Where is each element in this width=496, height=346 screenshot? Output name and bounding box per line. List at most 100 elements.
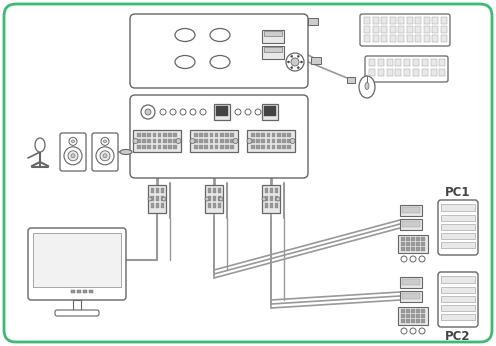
Bar: [153, 145, 156, 149]
Bar: [407, 35, 413, 42]
Bar: [440, 17, 446, 24]
Bar: [347, 77, 355, 83]
Bar: [439, 59, 445, 66]
Bar: [411, 309, 415, 312]
Bar: [161, 195, 164, 200]
Circle shape: [291, 58, 299, 66]
Text: PC1: PC1: [445, 185, 471, 199]
Bar: [274, 203, 278, 208]
Bar: [398, 235, 428, 253]
Bar: [400, 277, 422, 288]
Circle shape: [291, 55, 293, 57]
Circle shape: [170, 109, 176, 115]
Bar: [212, 203, 216, 208]
Bar: [441, 296, 475, 302]
Bar: [432, 17, 438, 24]
Bar: [432, 26, 438, 33]
Ellipse shape: [210, 55, 230, 69]
Bar: [401, 237, 405, 240]
Bar: [407, 26, 413, 33]
Bar: [441, 224, 475, 230]
Bar: [416, 242, 420, 246]
Bar: [212, 195, 216, 200]
Bar: [137, 133, 140, 137]
Bar: [386, 59, 393, 66]
Bar: [406, 247, 410, 251]
Circle shape: [233, 138, 238, 144]
Bar: [199, 139, 203, 143]
Bar: [137, 139, 140, 143]
Circle shape: [145, 109, 151, 115]
Circle shape: [255, 109, 261, 115]
Bar: [400, 219, 422, 230]
Bar: [267, 133, 270, 137]
Circle shape: [297, 55, 299, 57]
Bar: [389, 35, 395, 42]
Ellipse shape: [365, 82, 369, 90]
Bar: [411, 242, 415, 246]
Bar: [402, 221, 420, 227]
Bar: [158, 139, 161, 143]
Bar: [364, 35, 370, 42]
Bar: [156, 203, 159, 208]
Bar: [161, 203, 164, 208]
Text: PC2: PC2: [445, 330, 471, 344]
Bar: [274, 188, 278, 193]
Bar: [421, 314, 425, 318]
Bar: [142, 133, 146, 137]
Bar: [174, 133, 177, 137]
Bar: [142, 139, 146, 143]
Bar: [262, 104, 278, 120]
Bar: [272, 139, 275, 143]
Bar: [215, 139, 218, 143]
Circle shape: [104, 140, 107, 143]
Bar: [401, 314, 405, 318]
Bar: [207, 195, 211, 200]
Bar: [261, 139, 265, 143]
Bar: [231, 133, 234, 137]
Bar: [431, 59, 436, 66]
Bar: [402, 293, 420, 299]
FancyBboxPatch shape: [365, 56, 448, 82]
Bar: [142, 145, 146, 149]
Circle shape: [71, 154, 75, 158]
Ellipse shape: [359, 76, 375, 98]
Circle shape: [141, 105, 155, 119]
Circle shape: [410, 328, 416, 334]
Bar: [398, 17, 404, 24]
Bar: [441, 276, 475, 283]
Bar: [421, 309, 425, 312]
Bar: [287, 133, 291, 137]
Bar: [256, 133, 260, 137]
Circle shape: [401, 328, 407, 334]
Bar: [424, 17, 430, 24]
Bar: [207, 188, 211, 193]
Bar: [381, 35, 387, 42]
Bar: [194, 145, 197, 149]
Circle shape: [69, 137, 77, 145]
Bar: [402, 207, 420, 213]
Bar: [267, 145, 270, 149]
Bar: [267, 139, 270, 143]
Bar: [147, 133, 151, 137]
Bar: [150, 203, 154, 208]
Circle shape: [160, 109, 166, 115]
Bar: [269, 203, 273, 208]
Bar: [210, 145, 213, 149]
Bar: [389, 26, 395, 33]
Circle shape: [101, 137, 109, 145]
Bar: [421, 247, 425, 251]
Circle shape: [291, 67, 293, 69]
Bar: [194, 133, 197, 137]
Bar: [406, 242, 410, 246]
Circle shape: [219, 197, 223, 201]
Bar: [422, 59, 428, 66]
Bar: [395, 69, 401, 76]
Circle shape: [96, 147, 114, 165]
Bar: [416, 237, 420, 240]
Bar: [218, 195, 221, 200]
Bar: [440, 35, 446, 42]
Bar: [378, 59, 384, 66]
FancyBboxPatch shape: [4, 4, 492, 342]
Bar: [287, 139, 291, 143]
